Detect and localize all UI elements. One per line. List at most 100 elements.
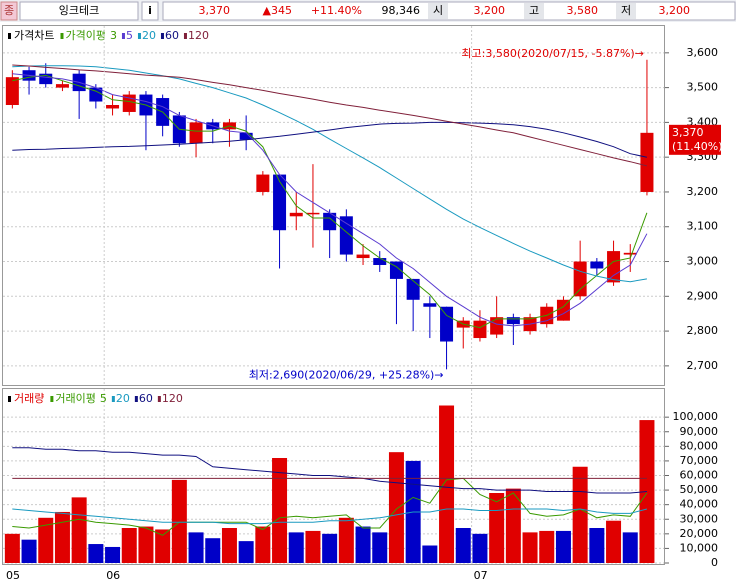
candle-body xyxy=(440,306,454,342)
volume-bar xyxy=(21,539,37,563)
x-tick-label: 06 xyxy=(106,569,120,582)
x-tick-label: 07 xyxy=(474,569,488,582)
ma-line xyxy=(12,508,648,525)
legend-entry: 5 xyxy=(100,392,107,405)
ma-line xyxy=(12,477,648,536)
y-tick-label: 3,500 xyxy=(687,81,719,94)
volume-bar xyxy=(105,546,121,563)
high-label: 고 xyxy=(529,4,539,17)
legend-swatch xyxy=(50,396,54,402)
candle-body xyxy=(89,87,103,102)
ma-line xyxy=(12,73,648,327)
legend-entry: 120 xyxy=(188,29,209,42)
volume-bar xyxy=(522,532,538,563)
candle-body xyxy=(373,258,387,265)
y-tick-label: 100,000 xyxy=(673,410,719,423)
volume-bar xyxy=(205,538,221,563)
volume-bar xyxy=(221,528,237,563)
candle-body xyxy=(5,77,19,105)
candle-body xyxy=(106,105,120,109)
info-box[interactable] xyxy=(141,1,159,21)
volume-bar xyxy=(121,528,137,563)
candle-body xyxy=(406,278,420,300)
candle-body xyxy=(590,261,604,269)
legend-title: 거래량 xyxy=(14,392,44,405)
name-box[interactable] xyxy=(19,1,139,21)
candle-body xyxy=(323,212,337,231)
y-tick-label: 40,000 xyxy=(680,498,719,511)
volume-bar xyxy=(555,530,571,563)
volume-bar xyxy=(422,545,438,563)
legend-entry: 60 xyxy=(165,29,179,42)
rate: +11.40% xyxy=(311,4,362,17)
last-price: 3,370 xyxy=(672,126,704,139)
price-panel xyxy=(2,25,665,386)
low-label: 저 xyxy=(621,4,631,17)
volume-bar xyxy=(54,511,70,563)
high: 3,580 xyxy=(567,4,599,17)
legend-swatch xyxy=(157,396,161,402)
last-price-box xyxy=(669,124,721,155)
y-tick-label: 70,000 xyxy=(680,454,719,467)
volume-bar xyxy=(639,420,655,563)
volume-bar xyxy=(38,517,54,563)
volume-bar xyxy=(272,458,288,563)
quote-box xyxy=(162,1,736,21)
volume: 98,346 xyxy=(382,4,421,17)
y-tick-label: 80,000 xyxy=(680,439,719,452)
volume-bar xyxy=(238,541,254,563)
volume-bar xyxy=(472,533,488,563)
volume-bar xyxy=(355,526,371,563)
y-tick-label: 3,100 xyxy=(687,220,719,233)
open-label-box xyxy=(428,3,448,19)
volume-bar xyxy=(489,493,505,563)
volume-bar xyxy=(589,528,605,563)
legend-swatch xyxy=(160,33,164,39)
y-tick-label: 3,600 xyxy=(687,46,719,59)
candle-body xyxy=(356,254,370,259)
legend-entry: 120 xyxy=(162,392,183,405)
y-tick-label: 30,000 xyxy=(680,512,719,525)
volume-bar xyxy=(171,479,187,563)
candle-body xyxy=(506,317,520,325)
candle-body xyxy=(556,299,570,321)
min-annotation: 최저:2,690(2020/06/29, +25.28%)→ xyxy=(249,368,444,381)
volume-bar xyxy=(505,488,521,563)
max-annotation: 최고:3,580(2020/07/15, -5.87%)→ xyxy=(461,47,644,60)
legend-swatch xyxy=(137,33,141,39)
volume-bar xyxy=(71,497,87,563)
candle-body xyxy=(289,212,303,217)
ma-line xyxy=(12,65,647,283)
candle-body xyxy=(189,122,203,144)
legend-swatch xyxy=(134,396,138,402)
icon: 종 xyxy=(4,4,14,17)
y-tick-label: 50,000 xyxy=(680,483,719,496)
legend-swatch xyxy=(111,396,115,402)
volume-bar xyxy=(88,544,104,563)
volume-bar xyxy=(572,466,588,563)
candle-body xyxy=(573,261,587,297)
x-tick-label: 05 xyxy=(6,569,20,582)
legend-entry: 3 xyxy=(110,29,117,42)
high-label-box xyxy=(524,3,544,19)
legend-ma-title: 가격이평 xyxy=(65,29,105,42)
candle-body xyxy=(389,261,403,279)
ma-line xyxy=(12,64,648,167)
icon-box[interactable] xyxy=(0,1,18,21)
volume-bar xyxy=(606,520,622,563)
legend-swatch xyxy=(121,33,125,39)
legend-entry: 20 xyxy=(116,392,130,405)
candle-body xyxy=(490,317,504,335)
info: i xyxy=(148,4,152,17)
legend-entry: 60 xyxy=(139,392,153,405)
volume-bar xyxy=(539,530,555,563)
legend-entry: 20 xyxy=(142,29,156,42)
open: 3,200 xyxy=(474,4,506,17)
candle-body xyxy=(239,132,253,140)
volume-bar xyxy=(4,533,20,563)
legend-title: 가격차트 xyxy=(14,29,54,42)
last-change: (11.40%) xyxy=(672,140,723,153)
y-tick-label: 0 xyxy=(711,556,718,569)
candle-body xyxy=(306,212,320,215)
legend-swatch xyxy=(8,33,11,39)
